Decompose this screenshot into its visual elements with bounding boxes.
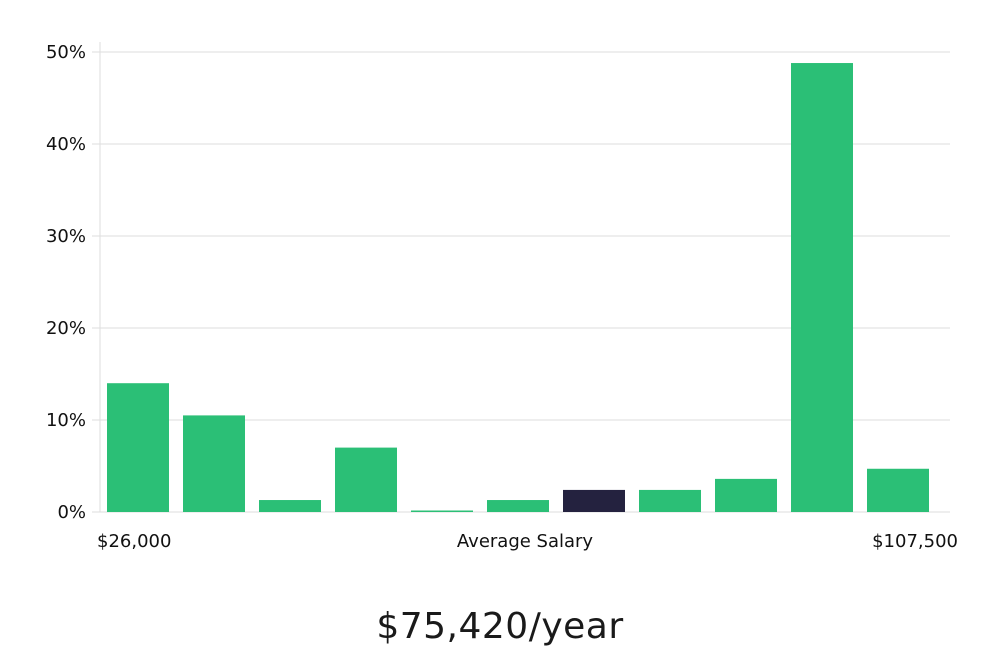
bar-5 — [487, 500, 549, 512]
x-max-label: $107,500 — [872, 531, 958, 552]
bar-highlight-6 — [563, 489, 625, 512]
y-tick-label-10: 10% — [46, 410, 86, 431]
bar-1 — [183, 415, 245, 512]
bar-3 — [335, 447, 397, 512]
y-tick-label-50: 50% — [46, 42, 86, 63]
y-tick-label-30: 30% — [46, 226, 86, 247]
average-salary-value: $75,420/year — [376, 606, 624, 647]
y-tick-labels: 0% 10% 20% 30% 40% 50% — [46, 42, 86, 523]
y-tick-label-20: 20% — [46, 318, 86, 339]
y-tick-label-0: 0% — [57, 502, 86, 523]
x-axis-title: Average Salary — [457, 531, 594, 552]
bar-0 — [107, 383, 169, 512]
x-min-label: $26,000 — [97, 531, 171, 552]
bar-8 — [715, 478, 777, 512]
bars — [107, 63, 929, 512]
bar-2 — [259, 500, 321, 512]
bar-4 — [411, 510, 473, 512]
bar-7 — [639, 489, 701, 512]
bar-10 — [867, 468, 929, 512]
bar-9 — [791, 63, 853, 512]
y-tick-label-40: 40% — [46, 134, 86, 155]
